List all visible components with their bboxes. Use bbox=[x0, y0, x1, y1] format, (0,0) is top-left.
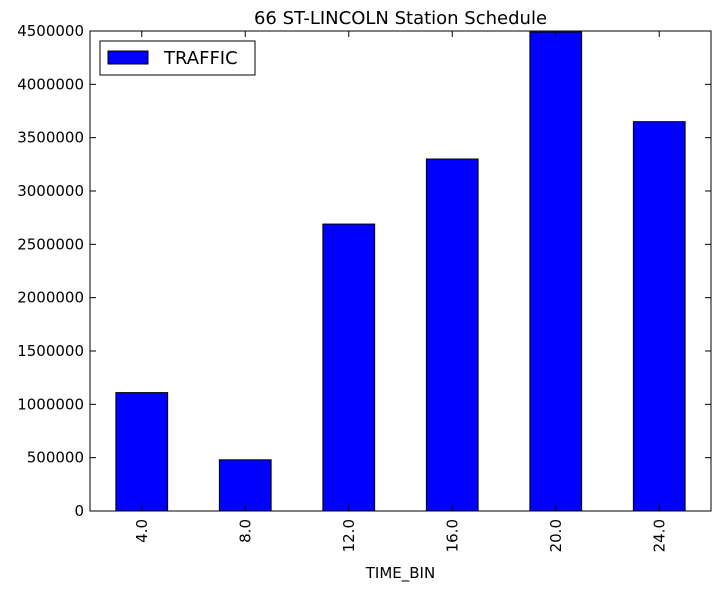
y-axis: 0 500000 1000000 1500000 2000000 2500000 30000… bbox=[17, 22, 711, 520]
x-axis: 4.0 8.0 12.0 16.0 20.0 24.0 bbox=[133, 31, 668, 552]
y-tick-label: 3000000 bbox=[17, 182, 84, 200]
y-tick-label: 2500000 bbox=[17, 235, 84, 253]
y-tick-label: 0 bbox=[74, 502, 84, 520]
legend-label-traffic: TRAFFIC bbox=[163, 48, 238, 69]
bar-16-0 bbox=[425, 158, 479, 512]
x-tick-label: 16.0 bbox=[443, 519, 461, 552]
y-tick-label: 1500000 bbox=[17, 342, 84, 360]
bar-24-0 bbox=[632, 121, 686, 512]
y-tick-label: 3500000 bbox=[17, 129, 84, 147]
bars bbox=[115, 31, 686, 512]
y-tick-label: 4500000 bbox=[17, 22, 84, 40]
y-tick-label: 1000000 bbox=[17, 395, 84, 413]
bar-20-0 bbox=[529, 31, 583, 512]
y-tick-label: 4000000 bbox=[17, 75, 84, 93]
y-tick-label: 500000 bbox=[27, 449, 84, 467]
x-axis-label: TIME_BIN bbox=[365, 564, 435, 583]
x-tick-label: 24.0 bbox=[650, 519, 668, 552]
legend: TRAFFIC bbox=[99, 40, 256, 76]
x-tick-label: 20.0 bbox=[547, 519, 565, 552]
plot-frame bbox=[89, 30, 712, 512]
x-tick-label: 12.0 bbox=[340, 519, 358, 552]
bar-4-0 bbox=[115, 392, 169, 512]
x-tick-label: 8.0 bbox=[236, 519, 254, 543]
chart-title: 66 ST-LINCOLN Station Schedule bbox=[254, 8, 547, 29]
bar-12-0 bbox=[322, 223, 376, 512]
legend-swatch-traffic bbox=[107, 50, 149, 65]
bar-8-0 bbox=[218, 459, 272, 512]
x-tick-label: 4.0 bbox=[133, 519, 151, 543]
y-tick-label: 2000000 bbox=[17, 289, 84, 307]
